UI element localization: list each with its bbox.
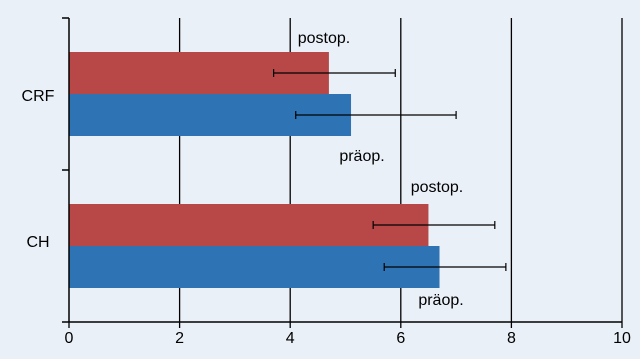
- x-tick-label-4: 4: [286, 330, 295, 347]
- annotation-ch-praeop: präop.: [418, 292, 463, 309]
- bars: [69, 52, 440, 288]
- x-tick-label-6: 6: [396, 330, 405, 347]
- bar-ch-praeop: [69, 246, 440, 288]
- annotation-ch-postop: postop.: [411, 179, 463, 196]
- axes: [62, 17, 622, 323]
- x-tick-label-0: 0: [65, 330, 74, 347]
- error-bars: [273, 69, 507, 271]
- category-label-crf: CRF: [22, 88, 55, 105]
- x-tick-label-8: 8: [507, 330, 516, 347]
- annotation-crf-praeop: präop.: [339, 148, 384, 165]
- bar-ch-postop: [69, 204, 429, 246]
- category-label-ch: CH: [26, 234, 49, 251]
- annotation-crf-postop: postop.: [298, 30, 350, 47]
- x-tick-labels: 0 2 4 6 8 10: [65, 322, 631, 347]
- x-tick-label-10: 10: [613, 330, 631, 347]
- x-tick-label-2: 2: [175, 330, 184, 347]
